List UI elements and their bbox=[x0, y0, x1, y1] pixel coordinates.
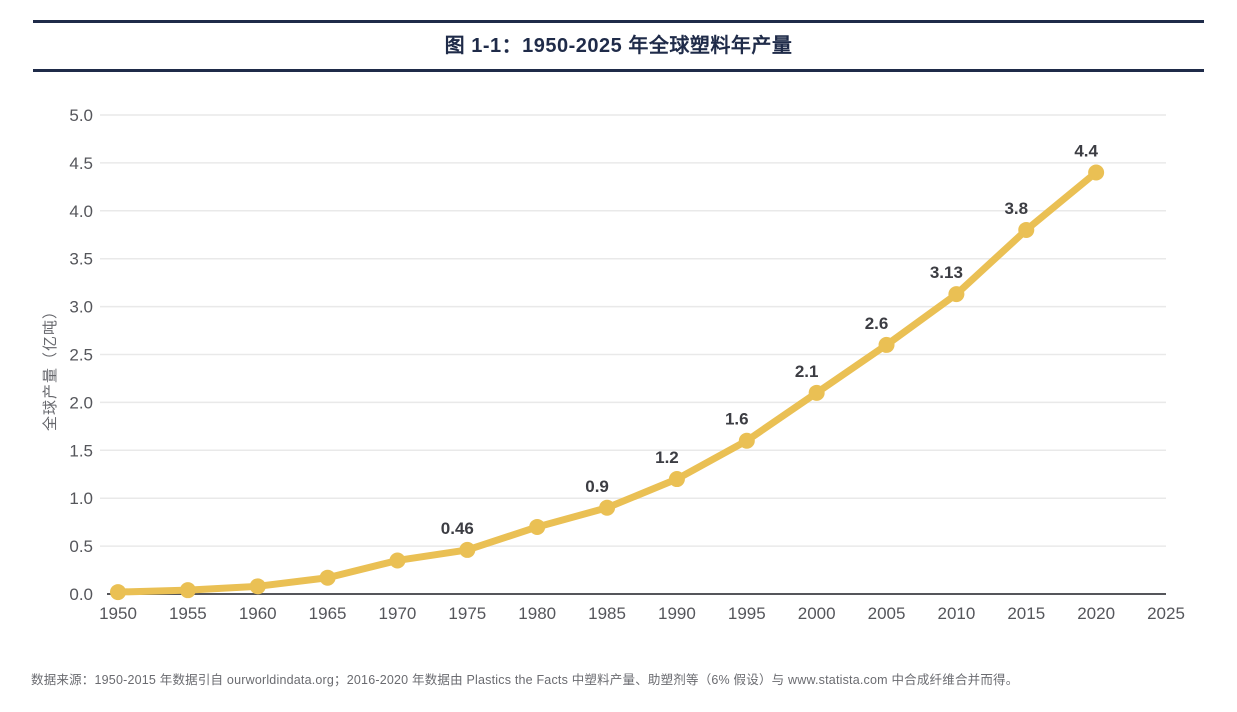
data-point bbox=[249, 578, 266, 595]
y-tick-label: 4.0 bbox=[69, 202, 93, 221]
y-tick-label: 0.0 bbox=[69, 585, 93, 604]
y-axis-title: 全球产量（亿吨） bbox=[41, 303, 59, 431]
data-source-note: 数据来源：1950-2015 年数据引自 ourworldindata.org；… bbox=[31, 673, 1019, 687]
data-point-label: 3.8 bbox=[1004, 199, 1028, 218]
data-point bbox=[599, 499, 616, 516]
data-point bbox=[1018, 221, 1035, 238]
y-tick-label: 1.5 bbox=[69, 441, 93, 460]
y-tick-label: 3.0 bbox=[69, 298, 93, 317]
x-tick-label: 1975 bbox=[448, 604, 486, 623]
y-tick-label: 1.0 bbox=[69, 489, 93, 508]
header-bottom-rule bbox=[33, 69, 1204, 72]
source-footer: 数据来源：1950-2015 年数据引自 ourworldindata.org；… bbox=[31, 669, 1237, 688]
data-point bbox=[808, 384, 825, 401]
x-tick-label: 2000 bbox=[798, 604, 836, 623]
figure-page: 图 1-1：1950-2025 年全球塑料年产量 0.0 0.5 1.0 1.5 2.0… bbox=[0, 20, 1237, 712]
figure-header: 图 1-1：1950-2025 年全球塑料年产量 bbox=[33, 20, 1204, 72]
x-tick-label: 2020 bbox=[1077, 604, 1115, 623]
y-tick-label: 2.0 bbox=[69, 393, 93, 412]
x-tick-label: 2010 bbox=[937, 604, 975, 623]
x-tick-label: 1985 bbox=[588, 604, 626, 623]
line-chart: 0.0 0.5 1.0 1.5 2.0 2.5 3.0 3.5 4.0 4.5 5.0 1950 195… bbox=[41, 106, 1185, 623]
data-point-label: 2.1 bbox=[795, 362, 819, 381]
y-tick-label: 0.5 bbox=[69, 537, 93, 556]
data-point bbox=[738, 432, 755, 449]
data-point-label: 0.9 bbox=[585, 477, 609, 496]
x-tick-label: 1990 bbox=[658, 604, 696, 623]
x-tick-label: 2025 bbox=[1147, 604, 1185, 623]
x-tick-label: 1965 bbox=[309, 604, 347, 623]
data-point bbox=[668, 471, 685, 488]
data-point-label: 4.4 bbox=[1074, 141, 1098, 160]
x-tick-label: 1950 bbox=[99, 604, 137, 623]
data-point bbox=[459, 541, 476, 558]
data-point bbox=[529, 518, 546, 535]
data-point-label: 1.2 bbox=[655, 448, 679, 467]
data-point bbox=[878, 336, 895, 353]
data-point bbox=[1088, 164, 1105, 181]
x-tick-label: 1980 bbox=[518, 604, 556, 623]
data-point bbox=[179, 582, 196, 599]
figure-title: 图 1-1：1950-2025 年全球塑料年产量 bbox=[444, 35, 793, 57]
data-point-label: 3.13 bbox=[930, 263, 963, 282]
data-point-label: 2.6 bbox=[865, 314, 889, 333]
x-tick-label: 2005 bbox=[868, 604, 906, 623]
data-point bbox=[948, 286, 965, 303]
x-tick-label: 1960 bbox=[239, 604, 277, 623]
production-line bbox=[114, 168, 1100, 596]
data-point-label: 0.46 bbox=[441, 519, 474, 538]
x-tick-label: 1955 bbox=[169, 604, 207, 623]
y-tick-label: 4.5 bbox=[69, 154, 93, 173]
y-tick-label: 3.5 bbox=[69, 250, 93, 269]
data-point bbox=[319, 569, 336, 586]
x-tick-label: 1970 bbox=[379, 604, 417, 623]
x-tick-label: 1995 bbox=[728, 604, 766, 623]
header-top-rule bbox=[33, 20, 1204, 23]
data-point bbox=[389, 552, 406, 569]
y-tick-label: 5.0 bbox=[69, 106, 93, 125]
y-tick-label: 2.5 bbox=[69, 346, 93, 365]
data-point bbox=[110, 584, 126, 601]
x-tick-label: 2015 bbox=[1007, 604, 1045, 623]
data-point-label: 1.6 bbox=[725, 410, 749, 429]
